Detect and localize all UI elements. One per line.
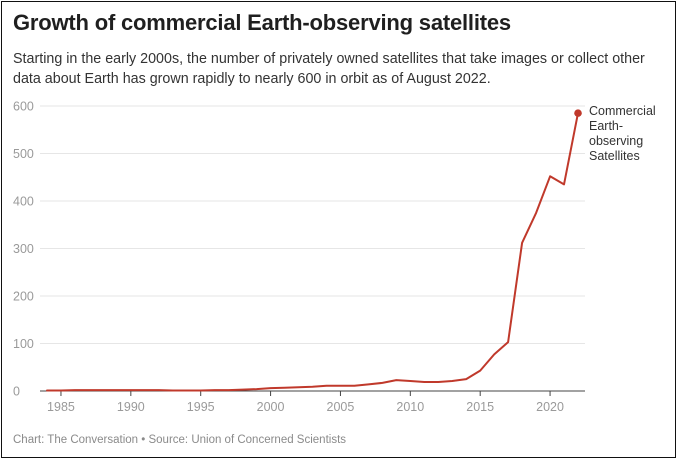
x-tick-label-1995: 1995 — [187, 400, 215, 414]
series-group — [46, 109, 582, 392]
series-line-0 — [46, 112, 579, 392]
gridlines — [40, 105, 585, 344]
y-tick-label-100: 100 — [13, 337, 34, 351]
y-tick-label-300: 300 — [13, 242, 34, 256]
x-tick-label-2015: 2015 — [466, 400, 494, 414]
chart-credit: Chart: The Conversation • Source: Union … — [13, 434, 347, 446]
x-tick-label-2000: 2000 — [257, 400, 285, 414]
x-tick-label-1990: 1990 — [117, 400, 145, 414]
y-tick-label-600: 600 — [13, 100, 34, 114]
y-tick-label-400: 400 — [13, 195, 34, 209]
series-label-line-1: Earth- — [589, 119, 623, 133]
x-tick-label-1985: 1985 — [47, 400, 75, 414]
series-label: Commercial Earth-observing Satellites — [589, 104, 656, 163]
y-tick-label-500: 500 — [13, 147, 34, 161]
y-axis-ticks: 0 100 200 300 400 500 600 — [13, 100, 34, 399]
y-tick-label-0: 0 — [13, 385, 20, 399]
x-axis-ticks: 1985 1990 1995 2000 2005 2010 2015 2020 — [47, 391, 564, 414]
series-label-line-2: observing — [589, 134, 643, 148]
y-tick-label-200: 200 — [13, 290, 34, 304]
series-endpoint-marker — [574, 109, 582, 117]
x-tick-label-2005: 2005 — [327, 400, 355, 414]
chart-subtitle: Starting in the early 2000s, the number … — [13, 51, 645, 87]
series-label-line-0: Commercial — [589, 104, 656, 118]
x-tick-label-2010: 2010 — [396, 400, 424, 414]
x-tick-label-2020: 2020 — [536, 400, 564, 414]
series-label-line-3: Satellites — [589, 149, 640, 163]
chart-title: Growth of commercial Earth-observing sat… — [13, 10, 511, 35]
